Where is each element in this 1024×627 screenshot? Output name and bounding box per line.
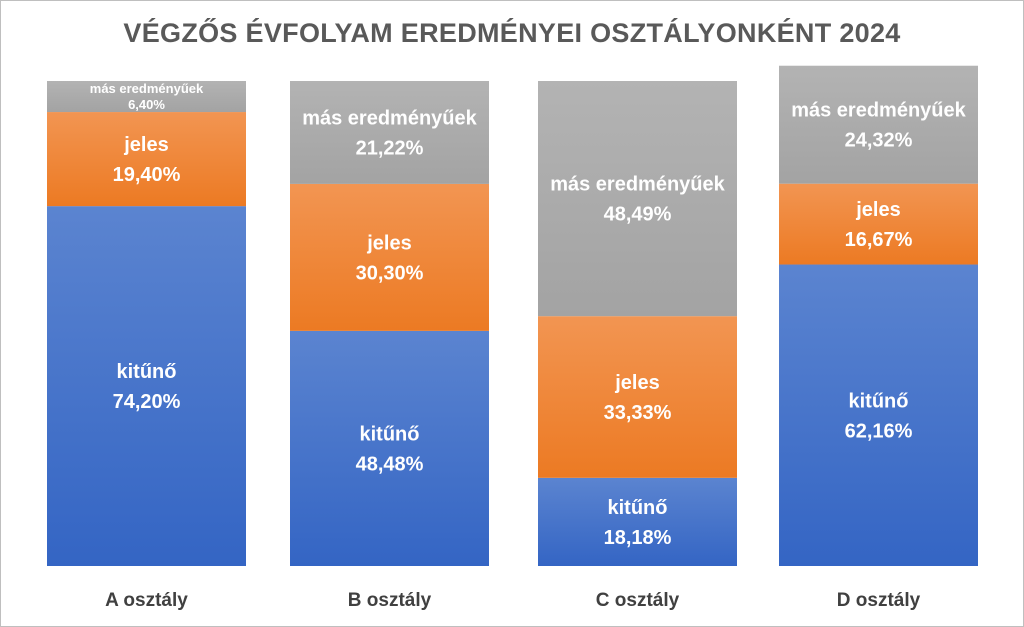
bar-segment-mas-3: [538, 81, 737, 317]
segment-name-label: kitűnő: [117, 361, 177, 383]
segment-name-label: kitűnő: [849, 390, 909, 412]
segment-name-label: más eredményűek: [550, 174, 725, 196]
bar-segment-jeles-1: [47, 112, 246, 207]
segment-value-label: 18,18%: [604, 527, 672, 549]
segment-name-label: jeles: [366, 232, 411, 254]
bar-segment-kitunyo-4: [779, 264, 978, 566]
segment-value-label: 6,40%: [128, 97, 165, 112]
bar-segment-kitunyo-3: [538, 477, 737, 566]
category-label: A osztály: [105, 590, 188, 611]
segment-value-label: 21,22%: [356, 137, 424, 159]
bar-segment-mas-2: [290, 81, 489, 184]
segment-name-label: jeles: [855, 199, 900, 221]
bar-segment-jeles-3: [538, 316, 737, 478]
chart-title: VÉGZŐS ÉVFOLYAM EREDMÉNYEI OSZTÁLYONKÉNT…: [123, 18, 901, 48]
segment-name-label: más eredményűek: [302, 107, 477, 129]
segment-value-label: 48,48%: [356, 453, 424, 475]
category-label: C osztály: [596, 590, 680, 611]
segment-name-label: más eredményűek: [791, 100, 966, 122]
segment-value-label: 74,20%: [113, 391, 181, 413]
segment-value-label: 30,30%: [356, 262, 424, 284]
bar-segment-kitunyo-1: [47, 206, 246, 566]
bar-segment-mas-1: [47, 81, 246, 113]
segment-name-label: jeles: [614, 372, 659, 394]
segment-value-label: 62,16%: [845, 420, 913, 442]
category-label: D osztály: [837, 590, 921, 611]
segment-value-label: 48,49%: [604, 204, 672, 226]
segment-name-label: jeles: [123, 134, 168, 156]
segment-value-label: 24,32%: [845, 130, 913, 152]
bar-segment-jeles-4: [779, 183, 978, 265]
segment-name-label: kitűnő: [360, 423, 420, 445]
bar-segment-mas-4: [779, 65, 978, 184]
bar-segment-kitunyo-2: [290, 330, 489, 566]
segment-value-label: 19,40%: [113, 164, 181, 186]
category-label: B osztály: [348, 590, 432, 611]
segment-name-label: más eredményűek: [90, 81, 204, 96]
segment-value-label: 33,33%: [604, 402, 672, 424]
segment-name-label: kitűnő: [608, 497, 668, 519]
segment-value-label: 16,67%: [845, 229, 913, 251]
bar-segment-jeles-2: [290, 183, 489, 331]
